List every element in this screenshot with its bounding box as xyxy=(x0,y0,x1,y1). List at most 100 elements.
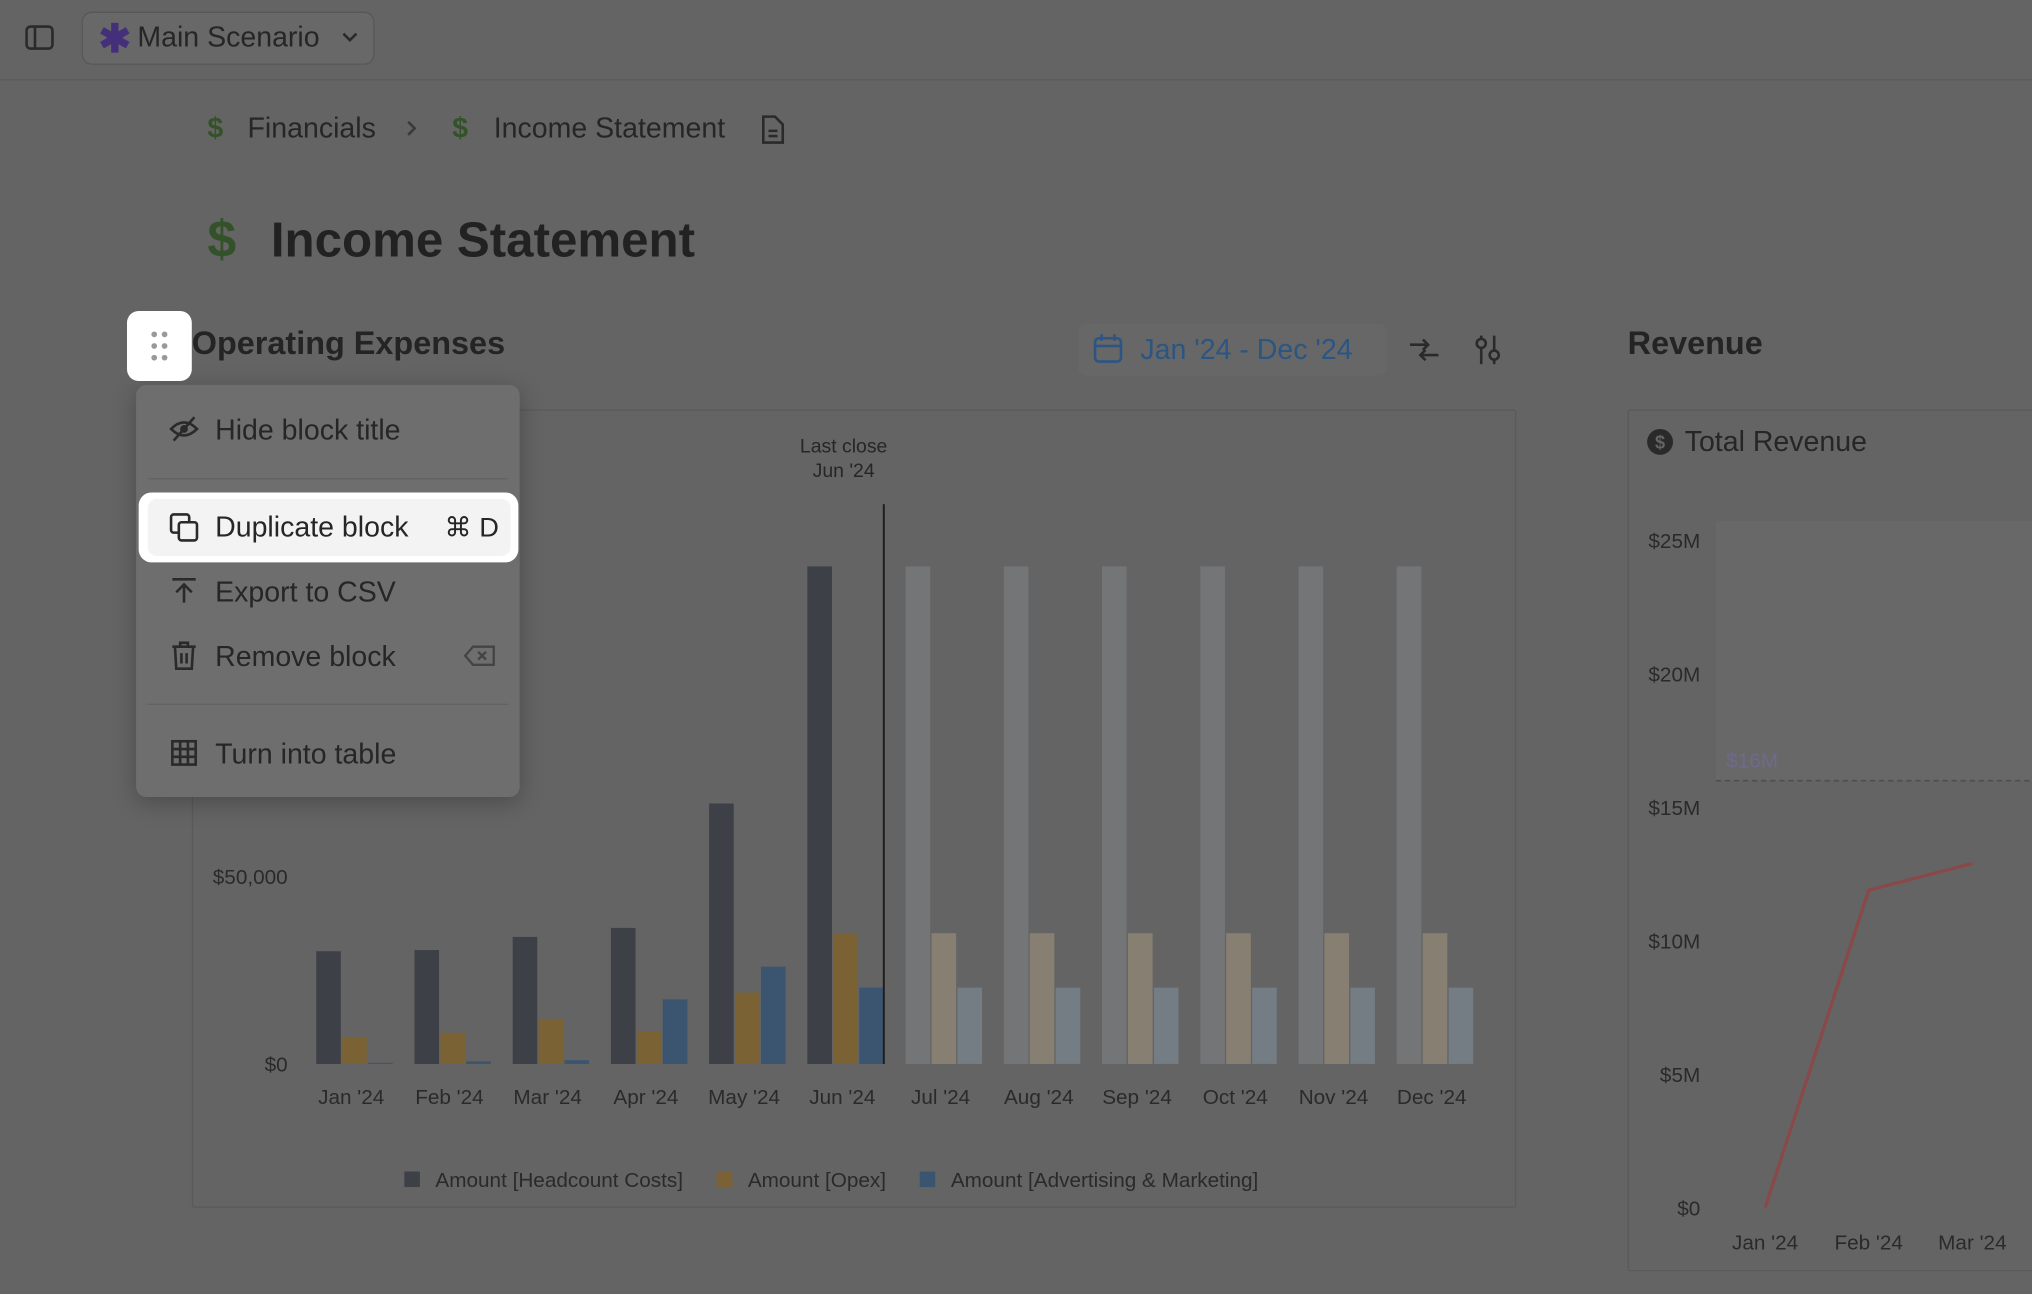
doc-icon[interactable] xyxy=(759,114,785,145)
legend-label: Amount [Opex] xyxy=(748,1169,886,1192)
breadcrumb[interactable]: Financials xyxy=(247,111,376,144)
scenario-button[interactable] xyxy=(81,11,375,65)
date-range[interactable]: Jan '24 - Dec '24 xyxy=(1140,333,1353,366)
x-tick-label: Jul '24 xyxy=(911,1086,970,1109)
reference-label: $16M xyxy=(1726,750,1778,773)
bar xyxy=(957,987,983,1064)
bar xyxy=(1055,987,1081,1064)
table-icon xyxy=(171,739,197,766)
bar xyxy=(662,999,688,1064)
x-tick-label: Mar '24 xyxy=(1938,1231,2006,1254)
x-tick-label: Nov '24 xyxy=(1299,1086,1369,1109)
bar xyxy=(342,1036,367,1064)
chart-subtitle: Total Revenue xyxy=(1684,425,1867,458)
legend-swatch xyxy=(404,1171,420,1188)
block-menu xyxy=(136,384,520,797)
hide-icon xyxy=(169,416,199,442)
block-title: Revenue xyxy=(1627,325,1763,362)
bar xyxy=(1153,987,1179,1064)
bar xyxy=(564,1060,590,1064)
bar xyxy=(859,987,884,1064)
bar xyxy=(466,1061,491,1064)
bar xyxy=(636,1031,662,1064)
legend-label: Amount [Advertising & Marketing] xyxy=(951,1169,1258,1192)
scenario-icon: ✱ xyxy=(98,18,132,61)
bar xyxy=(1127,933,1153,1064)
bar xyxy=(1200,566,1225,1064)
legend-swatch xyxy=(716,1171,733,1188)
duplicate-icon xyxy=(169,513,199,542)
menu-separator xyxy=(147,478,509,480)
bar xyxy=(1448,987,1474,1064)
annotation: Last close xyxy=(800,435,887,457)
y-tick-label: $50,000 xyxy=(213,866,288,889)
x-tick-label: Aug '24 xyxy=(1004,1086,1074,1109)
settings-icon[interactable] xyxy=(1473,333,1502,367)
y-tick-label: $25M xyxy=(1648,530,1700,553)
bar xyxy=(1350,987,1375,1064)
chevron-down xyxy=(342,32,358,43)
bar xyxy=(1029,933,1055,1064)
bar xyxy=(610,927,636,1064)
legend-swatch xyxy=(919,1171,936,1188)
x-tick-label: Jan '24 xyxy=(318,1086,384,1109)
menu-item[interactable]: Remove block xyxy=(215,640,396,673)
page-title: Income Statement xyxy=(270,213,696,269)
date-range-button[interactable] xyxy=(1078,323,1387,376)
bar xyxy=(538,1018,564,1064)
crumb-separator xyxy=(407,120,417,136)
y-tick-label: $0 xyxy=(265,1054,288,1077)
compare-icon[interactable] xyxy=(1407,334,1441,365)
x-tick-label: Mar '24 xyxy=(513,1086,581,1109)
annotation: Jun '24 xyxy=(813,460,875,482)
title-icon: $ xyxy=(207,211,237,269)
bar xyxy=(735,992,760,1064)
top-bar xyxy=(0,0,2032,81)
crumb-icon: $ xyxy=(207,111,224,144)
bar xyxy=(931,933,957,1064)
menu-item[interactable]: Export to CSV xyxy=(215,575,396,608)
chart-panel xyxy=(191,409,1517,1208)
drag-dots xyxy=(151,331,168,361)
bar xyxy=(1396,566,1422,1064)
legend-label: Amount [Headcount Costs] xyxy=(435,1169,683,1192)
target-band xyxy=(1715,520,2032,781)
menu-item[interactable]: Turn into table xyxy=(215,737,397,770)
x-tick-label: Jan '24 xyxy=(1732,1231,1798,1254)
bar xyxy=(368,1062,393,1064)
y-tick-label: $5M xyxy=(1660,1064,1700,1087)
x-tick-label: Feb '24 xyxy=(1834,1231,1902,1254)
menu-separator xyxy=(147,703,509,705)
menu-item-hover[interactable] xyxy=(147,498,511,556)
y-tick-label: $0 xyxy=(1677,1198,1700,1221)
bar xyxy=(1252,987,1277,1064)
crumb-icon: $ xyxy=(452,111,469,144)
breadcrumb[interactable]: Income Statement xyxy=(493,111,726,144)
export-icon xyxy=(172,577,196,603)
chart-panel xyxy=(1627,409,2032,1272)
trash-icon xyxy=(172,641,196,670)
bar xyxy=(833,933,858,1064)
bar xyxy=(1298,566,1324,1064)
bar xyxy=(1422,933,1448,1064)
drag-handle[interactable] xyxy=(127,311,192,382)
scenario-name[interactable]: Main Scenario xyxy=(137,20,320,54)
menu-item[interactable]: Hide block title xyxy=(215,413,401,446)
y-tick-label: $10M xyxy=(1648,931,1700,954)
bar xyxy=(512,936,538,1064)
x-tick-label: Sep '24 xyxy=(1102,1086,1172,1109)
sidebar-toggle[interactable] xyxy=(25,25,56,51)
x-tick-label: Jun '24 xyxy=(809,1086,875,1109)
bar xyxy=(905,566,931,1064)
bar xyxy=(1324,933,1350,1064)
shortcut: ⌘ D xyxy=(444,513,499,543)
bar xyxy=(1226,933,1251,1064)
bar xyxy=(807,566,832,1064)
bar xyxy=(1102,566,1127,1064)
x-tick-label: Feb '24 xyxy=(415,1086,483,1109)
y-tick-label: $15M xyxy=(1648,797,1700,820)
x-tick-label: Oct '24 xyxy=(1203,1086,1268,1109)
menu-item[interactable]: Duplicate block xyxy=(215,510,409,543)
